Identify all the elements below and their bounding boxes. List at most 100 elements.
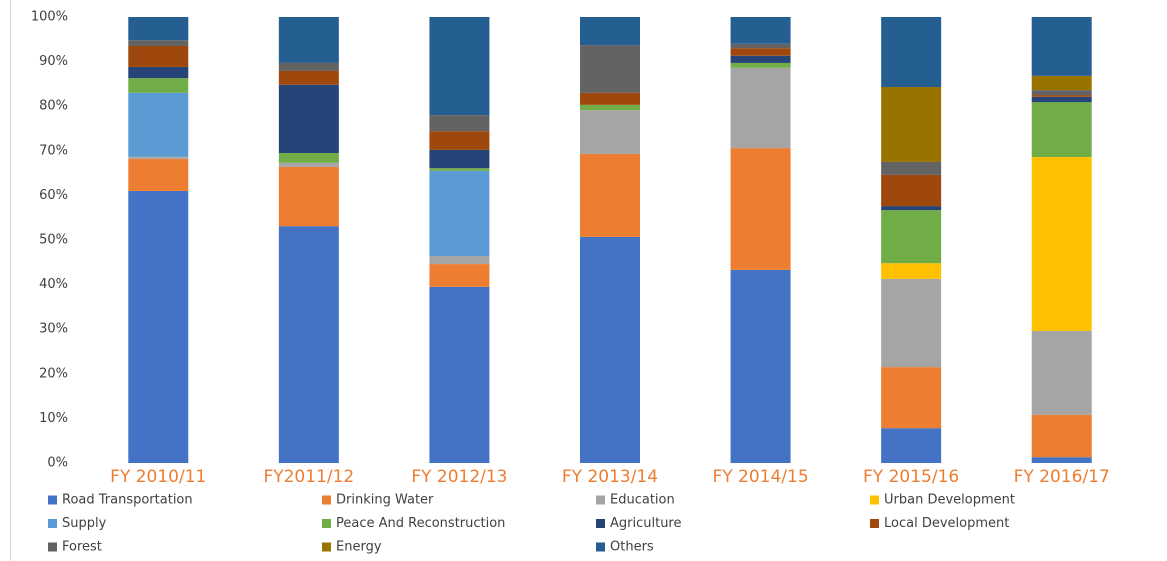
bar-segment [278,166,339,227]
legend-label: Road Transportation [62,493,193,508]
y-tick-label: 0% [47,456,68,471]
bar-segment [1031,75,1092,91]
bar-segment [128,156,189,159]
bar-segment [128,78,189,93]
bar-segment [278,226,339,463]
bar-segment [730,67,791,149]
bar-segment [278,17,339,63]
legend-label: Drinking Water [336,493,434,508]
bar-segment [128,17,189,41]
y-tick-label: 70% [39,143,68,158]
bar-segment [580,92,640,105]
legend-swatch [322,495,331,505]
y-tick-label: 50% [39,233,68,248]
legend-label: Supply [62,516,107,531]
bar-segment [128,92,189,157]
bar-segment [730,17,791,44]
bar-segment [580,104,640,111]
bar-segment [881,428,942,463]
bar-segment [1031,330,1092,415]
x-tick-label: FY2011/12 [263,467,354,487]
bar-segment [730,269,791,463]
bar-segment [881,367,942,429]
bar-segment [881,263,942,279]
bar-segment [278,62,339,71]
bar-segment [881,278,942,368]
legend-swatch [596,542,605,552]
bar-segment [1031,102,1092,158]
legend-swatch [596,519,605,528]
x-tick-label: FY 2012/13 [411,467,507,487]
legend-swatch [596,495,605,505]
y-tick-label: 40% [39,277,68,292]
bar-segment [429,264,490,287]
bar-segment [278,153,339,163]
legend-swatch [870,495,879,505]
x-tick-label: FY 2016/17 [1014,467,1110,487]
legend-swatch [48,542,57,552]
bar-segment [1031,95,1092,97]
y-tick-label: 10% [39,411,68,426]
bar-segment [429,17,490,116]
legend-label: Agriculture [610,516,682,531]
bar-segment [881,161,942,175]
legend-swatch [322,542,331,552]
bar-segment [278,162,339,167]
bar-segment [429,256,490,265]
bar-segment [730,43,791,49]
bar-segment [1031,96,1092,103]
bar-segment [730,48,791,56]
bar-segment [128,158,189,191]
bar-segment [429,115,490,132]
bar-segment [128,45,189,67]
bar-segment [580,153,640,237]
x-tick-label: FY 2010/11 [110,467,206,487]
bar-segment [1031,457,1092,463]
bar-segment [881,17,942,88]
y-tick-label: 100% [31,10,68,25]
bar-segment [730,62,791,68]
bar-segment [128,190,189,463]
bar-segment [429,170,490,257]
legend-swatch [322,519,331,528]
bar-segment [580,17,640,46]
legend-label: Energy [336,540,382,555]
bar-segment [278,84,339,154]
bar-segment [429,149,490,169]
bar-segment [580,110,640,154]
legend-swatch [870,519,879,528]
bar-segment [730,55,791,63]
bar-segment [881,174,942,207]
y-tick-label: 20% [39,366,68,381]
bar-segment [1031,414,1092,458]
legend-swatch [48,519,57,528]
legend-label: Urban Development [884,493,1015,508]
bar-segment [429,286,490,463]
y-tick-label: 60% [39,188,68,203]
bar-segment [881,87,942,162]
bar-segment [1031,157,1092,331]
legend-label: Others [610,540,654,555]
y-tick-label: 30% [39,322,68,337]
bar-segment [881,206,942,211]
legend-label: Education [610,493,675,508]
bar-segment [429,168,490,171]
x-tick-label: FY 2013/14 [562,467,658,487]
bar-segment [881,210,942,264]
bar-segment [128,66,189,79]
legend-label: Forest [62,540,102,555]
legend-swatch [48,495,57,505]
bar-segment [580,45,640,93]
bar-segment [128,40,189,46]
bar-segment [278,70,339,85]
x-tick-label: FY 2015/16 [863,467,959,487]
bar-segment [730,148,791,270]
bar-segment [1031,90,1092,96]
legend-label: Local Development [884,516,1009,531]
y-tick-label: 80% [39,99,68,114]
x-tick-label: FY 2014/15 [712,467,808,487]
bar-segment [1031,17,1092,76]
bar-segment [429,131,490,150]
y-tick-label: 90% [39,54,68,69]
